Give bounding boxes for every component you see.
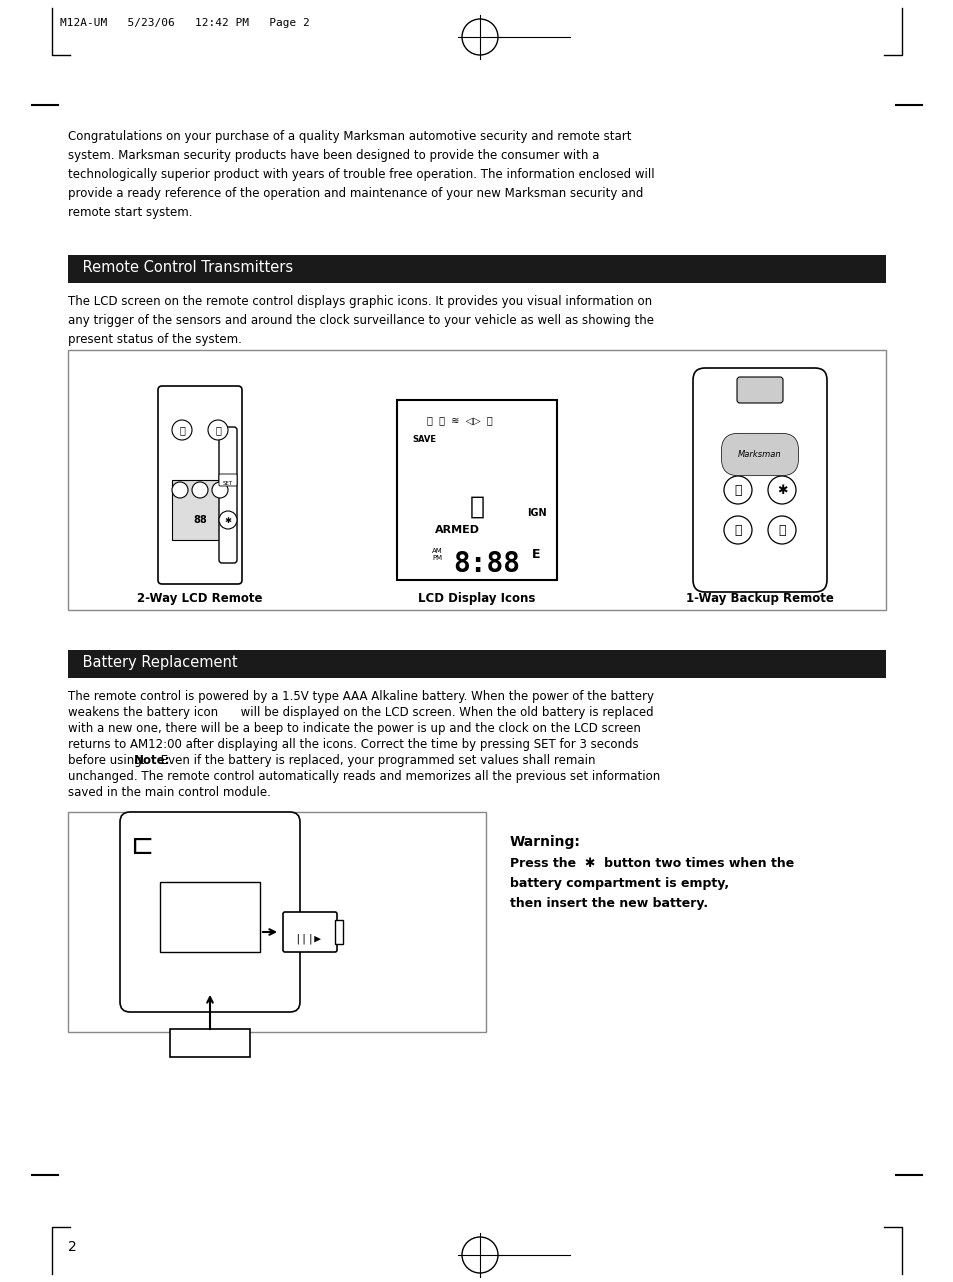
Bar <box>172 479 228 540</box>
Text: The remote control is powered by a 1.5V type AAA Alkaline battery. When the powe: The remote control is powered by a 1.5V … <box>68 690 654 703</box>
Text: Even if the battery is replaced, your programmed set values shall remain: Even if the battery is replaced, your pr… <box>157 754 596 767</box>
Text: unchanged. The remote control automatically reads and memorizes all the previous: unchanged. The remote control automatica… <box>68 770 659 783</box>
Bar <box>160 882 260 953</box>
Circle shape <box>192 482 208 497</box>
Text: saved in the main control module.: saved in the main control module. <box>68 786 271 799</box>
Text: |||▶: |||▶ <box>294 935 321 945</box>
Circle shape <box>172 420 192 440</box>
Bar <box>170 1029 250 1056</box>
FancyBboxPatch shape <box>737 377 782 403</box>
Text: 2-Way LCD Remote: 2-Way LCD Remote <box>137 592 262 605</box>
Text: The LCD screen on the remote control displays graphic icons. It provides you vis: The LCD screen on the remote control dis… <box>68 295 654 346</box>
Text: returns to AM12:00 after displaying all the icons. Correct the time by pressing : returns to AM12:00 after displaying all … <box>68 738 638 751</box>
Text: ✱: ✱ <box>224 515 232 524</box>
Text: Warning:: Warning: <box>510 835 580 849</box>
Circle shape <box>723 476 751 504</box>
Text: Press the  ✱  button two times when the
battery compartment is empty,
then inser: Press the ✱ button two times when the ba… <box>510 856 794 910</box>
Text: Marksman: Marksman <box>738 450 781 459</box>
FancyBboxPatch shape <box>219 427 236 563</box>
Text: SET: SET <box>223 481 233 486</box>
Text: 📷: 📷 <box>734 483 741 496</box>
Text: weakens the battery icon      will be displayed on the LCD screen. When the old : weakens the battery icon will be display… <box>68 706 653 719</box>
Text: E: E <box>532 547 540 562</box>
Text: Battery Replacement: Battery Replacement <box>78 655 237 670</box>
Circle shape <box>767 515 795 544</box>
Text: IGN: IGN <box>526 508 546 518</box>
Bar <box>68 812 485 1032</box>
FancyBboxPatch shape <box>158 386 242 585</box>
Text: before using.: before using. <box>68 754 149 767</box>
FancyBboxPatch shape <box>692 368 826 592</box>
Text: 🔓: 🔓 <box>214 426 221 435</box>
Circle shape <box>208 420 228 440</box>
Text: AM
PM: AM PM <box>432 547 442 562</box>
Text: 8:88: 8:88 <box>453 550 520 578</box>
Circle shape <box>219 512 236 529</box>
Text: 🔓: 🔓 <box>778 523 785 536</box>
Text: ARMED: ARMED <box>434 526 479 535</box>
FancyBboxPatch shape <box>120 812 299 1011</box>
Text: 88: 88 <box>193 515 207 526</box>
Bar <box>68 650 885 678</box>
Circle shape <box>767 476 795 504</box>
Text: 🚗: 🚗 <box>469 495 484 519</box>
Text: ⊏: ⊏ <box>130 832 153 860</box>
Text: SAVE: SAVE <box>412 435 436 444</box>
FancyBboxPatch shape <box>283 912 336 953</box>
Text: 2: 2 <box>68 1240 76 1254</box>
Text: 1-Way Backup Remote: 1-Way Backup Remote <box>685 592 833 605</box>
Circle shape <box>723 515 751 544</box>
Bar <box>335 920 343 944</box>
Text: 🔒: 🔒 <box>179 426 185 435</box>
Text: Congratulations on your purchase of a quality Marksman automotive security and r: Congratulations on your purchase of a qu… <box>68 129 654 219</box>
Text: 🔒  ⏱  ≋  ◁▷  🏠: 🔒 ⏱ ≋ ◁▷ 🏠 <box>427 415 493 426</box>
Bar <box>68 255 885 283</box>
Text: Note:: Note: <box>133 754 171 767</box>
Text: with a new one, there will be a beep to indicate the power is up and the clock o: with a new one, there will be a beep to … <box>68 722 640 735</box>
Bar <box>68 350 885 610</box>
Text: Remote Control Transmitters: Remote Control Transmitters <box>78 260 293 276</box>
Circle shape <box>212 482 228 497</box>
Text: LCD Display Icons: LCD Display Icons <box>417 592 536 605</box>
Circle shape <box>172 482 188 497</box>
FancyBboxPatch shape <box>219 474 236 486</box>
Text: M12A-UM   5/23/06   12:42 PM   Page 2: M12A-UM 5/23/06 12:42 PM Page 2 <box>60 18 310 28</box>
Text: ✱: ✱ <box>776 483 786 496</box>
Bar <box>396 400 557 579</box>
Text: 🔒: 🔒 <box>734 523 741 536</box>
